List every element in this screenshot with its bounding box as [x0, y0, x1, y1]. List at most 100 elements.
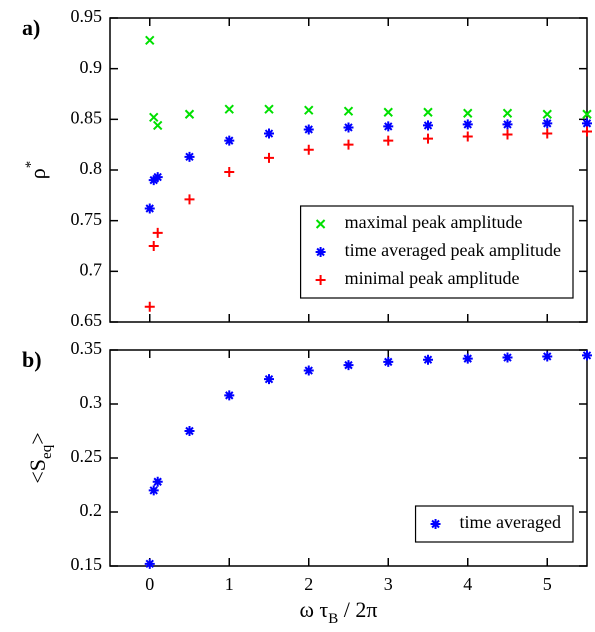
point: [304, 105, 314, 115]
panel-label: a): [22, 15, 40, 40]
x-tick-label: 3: [384, 574, 393, 594]
point: [224, 135, 235, 146]
point: [264, 374, 274, 385]
y-axis-label-part: <S: [25, 459, 50, 484]
legend-label: time averaged: [460, 512, 561, 532]
point: [542, 351, 553, 362]
point: [144, 203, 155, 214]
point: [224, 390, 235, 401]
x-axis-label-part: ω τ: [299, 597, 328, 622]
x-tick-label: 5: [543, 574, 552, 594]
point: [343, 106, 354, 116]
y-tick-label: 0.95: [71, 6, 103, 26]
x-axis-label: ω τB / 2π: [299, 597, 377, 627]
legend: maximal peak amplitude time averaged peak…: [299, 205, 574, 299]
legend-box: [414, 505, 574, 543]
point: [582, 126, 592, 137]
y-tick-label: 0.2: [80, 500, 103, 520]
y-axis-label-part: ρ: [25, 168, 50, 179]
point: [184, 109, 195, 119]
legend-marker: [430, 519, 441, 529]
panel: 0.15 0.2 0.25 0.3 0.35 0 1 2 3 4 5 b) <Seq> ω τB / 2π…: [22, 338, 592, 627]
point: [423, 107, 433, 117]
y-axis-label: ρ*: [23, 161, 50, 179]
point: [502, 119, 513, 130]
point: [542, 128, 553, 139]
point: [264, 104, 274, 114]
y-tick-label: 0.15: [71, 554, 103, 574]
point: [383, 135, 394, 146]
point: [264, 152, 274, 163]
point: [152, 120, 163, 131]
legend-label: maximal peak amplitude: [345, 212, 523, 232]
x-axis-label-part: B: [328, 611, 338, 627]
x-tick-label: 4: [463, 574, 472, 594]
point: [383, 356, 394, 367]
y-axis-label-part: >: [25, 432, 50, 444]
point: [303, 124, 314, 135]
y-tick-label: 0.8: [80, 158, 103, 178]
point: [343, 360, 354, 371]
point: [423, 354, 433, 365]
point: [224, 167, 235, 178]
legend: time averaged: [414, 505, 574, 543]
point: [383, 121, 394, 132]
legend-box: [299, 205, 574, 299]
legend-label: minimal peak amplitude: [345, 268, 520, 288]
point: [184, 194, 195, 205]
y-tick-label: 0.35: [71, 338, 103, 358]
point: [148, 485, 159, 496]
point: [264, 128, 274, 139]
point: [343, 139, 354, 150]
point: [502, 108, 513, 118]
legend-marker: [315, 247, 326, 257]
point: [152, 172, 163, 183]
point: [149, 112, 159, 123]
point: [582, 118, 592, 129]
y-tick-label: 0.75: [71, 209, 103, 229]
point: [145, 35, 155, 46]
x-tick-label: 0: [145, 574, 154, 594]
y-axis-label-part: eq: [39, 444, 55, 459]
legend-marker: [315, 275, 326, 285]
point: [423, 133, 433, 144]
point: [462, 131, 473, 142]
y-tick-label: 0.65: [71, 310, 103, 330]
point: [542, 109, 552, 119]
point: [502, 352, 513, 363]
y-tick-label: 0.25: [71, 446, 103, 466]
panel: 0.65 0.7 0.75 0.8 0.85 0.9 0.95 a) ρ* maximal pea…: [22, 6, 592, 330]
point: [582, 350, 592, 361]
point: [343, 122, 354, 133]
point: [542, 118, 553, 129]
point: [462, 353, 473, 364]
panel-label: b): [22, 347, 42, 372]
y-tick-label: 0.3: [80, 392, 103, 412]
y-tick-label: 0.9: [80, 57, 103, 77]
point: [224, 104, 234, 114]
y-tick-label: 0.7: [80, 259, 103, 279]
legend-label: time averaged peak amplitude: [345, 240, 561, 260]
y-tick-label: 0.85: [71, 107, 103, 127]
y-axis-label-part: *: [23, 161, 39, 169]
point: [383, 107, 393, 117]
point: [463, 108, 473, 118]
point: [502, 129, 513, 140]
point: [462, 119, 473, 130]
point: [303, 144, 314, 155]
y-axis-label: <Seq>: [25, 432, 55, 483]
point: [148, 175, 159, 186]
point: [144, 301, 155, 312]
x-axis-label-part: / 2π: [338, 597, 377, 622]
point: [582, 109, 592, 119]
point: [152, 476, 163, 487]
point: [184, 426, 195, 436]
point: [144, 558, 155, 569]
point: [148, 241, 159, 251]
x-tick-label: 2: [304, 574, 313, 594]
point: [303, 365, 314, 376]
point: [184, 151, 195, 162]
point: [152, 227, 163, 238]
legend-marker: [315, 219, 326, 229]
